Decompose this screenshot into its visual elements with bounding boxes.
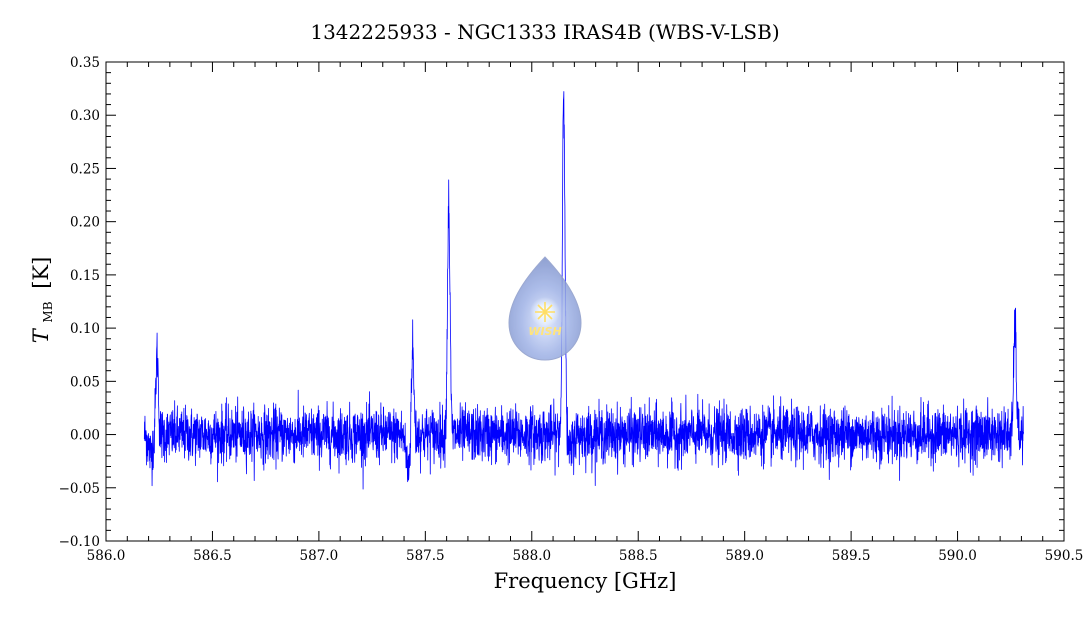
- y-tick-label: 0.20: [70, 215, 100, 231]
- x-axis-label: Frequency [GHz]: [494, 569, 677, 593]
- y-tick-label: 0.25: [70, 161, 100, 177]
- x-tick-label: 589.5: [832, 548, 871, 564]
- x-tick-label: 588.5: [619, 548, 658, 564]
- x-tick-label: 589.0: [725, 548, 764, 564]
- y-axis-label: T MB [K]: [29, 257, 57, 344]
- x-tick-label: 588.0: [512, 548, 551, 564]
- x-tick-label: 587.0: [300, 548, 339, 564]
- y-tick-label: 0.10: [70, 321, 100, 337]
- y-tick-labels: −0.10 −0.05 0.00 0.05 0.10 0.15 0.20 0.25 0.30 0.…: [59, 55, 100, 550]
- x-tick-label: 590.0: [938, 548, 977, 564]
- y-axis-subscript: MB: [41, 301, 55, 322]
- star-icon: [535, 302, 555, 322]
- y-tick-label: 0.05: [70, 374, 100, 390]
- y-axis-unit: [K]: [29, 257, 53, 289]
- x-tick-label: 586.0: [87, 548, 126, 564]
- svg-text:T MB [K]: T MB [K]: [29, 257, 57, 344]
- axis-ticks: [105, 61, 1065, 542]
- x-tick-labels: 586.0 586.5 587.0 587.5 588.0 588.5 589.0 589.5…: [87, 548, 1084, 564]
- chart-title: 1342225933 - NGC1333 IRAS4B (WBS-V-LSB): [310, 20, 779, 44]
- x-tick-label: 587.5: [406, 548, 445, 564]
- x-tick-label: 586.5: [193, 548, 232, 564]
- wish-logo: WISH: [508, 256, 582, 361]
- y-tick-label: −0.10: [59, 534, 100, 550]
- x-tick-label: 590.5: [1045, 548, 1084, 564]
- y-axis-symbol: T: [29, 327, 53, 343]
- plot-frame: [105, 61, 1065, 542]
- y-tick-label: 0.30: [70, 108, 100, 124]
- wish-logo-text: WISH: [528, 325, 561, 338]
- y-tick-label: 0.35: [70, 55, 100, 71]
- y-tick-label: −0.05: [59, 481, 100, 497]
- spectrum-line: [143, 91, 1024, 490]
- y-tick-label: 0.15: [70, 268, 100, 284]
- y-tick-label: 0.00: [70, 428, 100, 444]
